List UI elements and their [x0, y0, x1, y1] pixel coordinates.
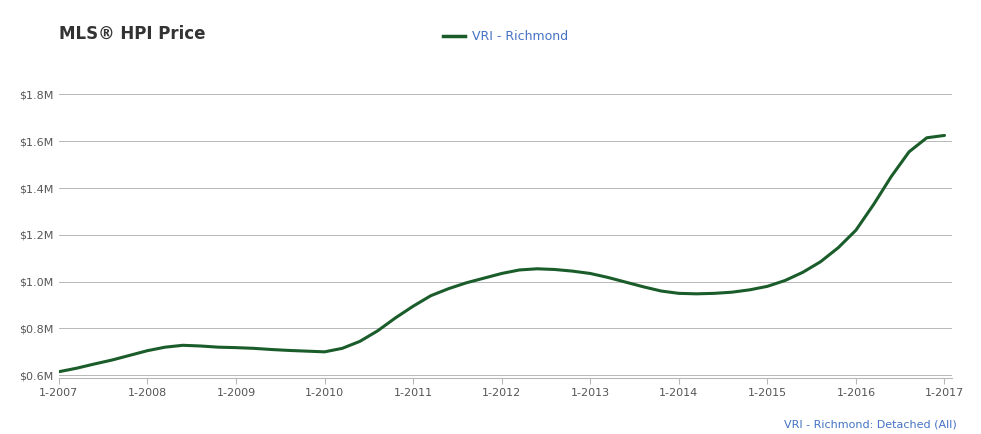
Text: MLS® HPI Price: MLS® HPI Price	[59, 25, 205, 43]
Legend: VRI - Richmond: VRI - Richmond	[442, 30, 568, 43]
Text: VRI - Richmond: Detached (All): VRI - Richmond: Detached (All)	[784, 420, 956, 430]
